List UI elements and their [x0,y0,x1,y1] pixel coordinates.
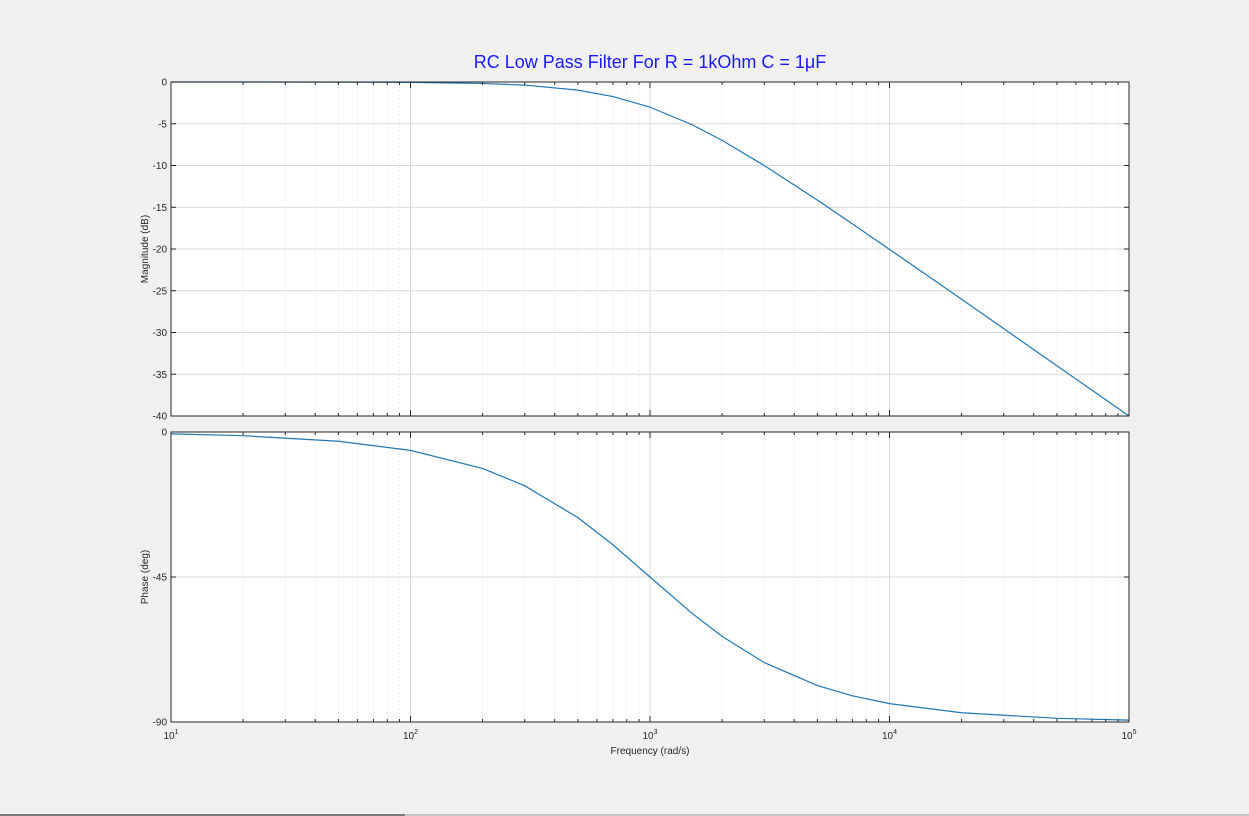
y-tick-label: -20 [153,245,168,256]
x-tick-label: 103 [642,729,657,742]
x-tick-label: 101 [163,729,178,742]
phase-plot: 0 -45 -90 101 102 103 104 105 Phase (deg) Freq… [140,428,1137,758]
x-tick-label: 105 [1121,729,1136,742]
y-tick-label: -35 [153,370,168,381]
phase-line [170,433,1130,721]
phase-y-label: Phase (deg) [140,550,151,604]
magnitude-grid [170,81,1129,417]
magnitude-y-ticks: 0 -5 -10 -15 -20 -25 -30 -35 -40 [153,78,1129,423]
y-tick-label: 0 [161,428,167,439]
y-tick-label: -10 [153,161,168,172]
window-bottom-edge-segment [0,814,405,816]
x-axis-label: Frequency (rad/s) [611,746,690,757]
magnitude-plot: 0 -5 -10 -15 -20 -25 -30 -35 -40 Magnitude (dB) [140,78,1130,423]
y-tick-label: -40 [153,412,168,423]
y-tick-label: -25 [153,286,168,297]
y-tick-label: -90 [153,718,168,729]
y-tick-label: -15 [153,203,168,214]
x-tick-label: 104 [882,729,897,742]
magnitude-x-tick-marks [170,82,1130,416]
y-tick-label: 0 [161,78,167,89]
y-tick-label: -30 [153,328,168,339]
window-bottom-edge [0,814,1249,816]
y-tick-label: -45 [153,573,168,584]
magnitude-y-label: Magnitude (dB) [140,215,151,283]
chart-title: RC Low Pass Filter For R = 1kOhm C = 1μF [474,52,826,72]
y-tick-label: -5 [158,119,167,130]
x-tick-label: 102 [403,729,418,742]
